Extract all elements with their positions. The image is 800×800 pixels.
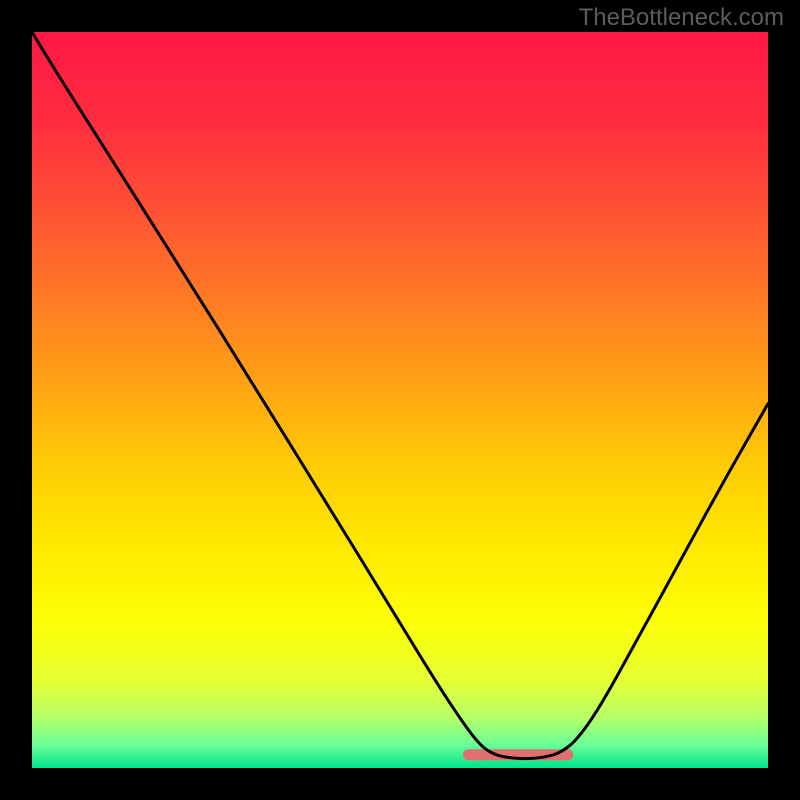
chart-container: TheBottleneck.com [0,0,800,800]
watermark-text: TheBottleneck.com [579,4,784,32]
curve-overlay [0,0,800,800]
bottleneck-curve [32,32,768,759]
